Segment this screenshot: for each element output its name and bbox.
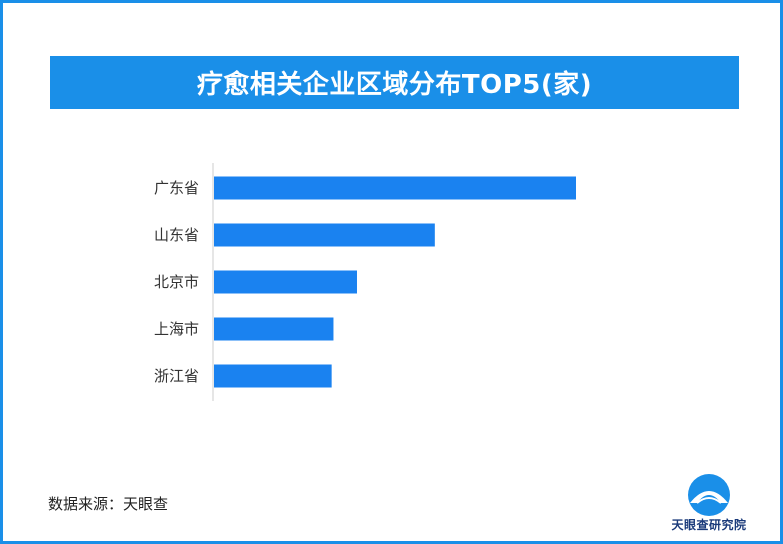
category-label-2: 北京市: [154, 273, 199, 291]
bar-0: [214, 176, 576, 200]
title-banner: 疗愈相关企业区域分布TOP5(家): [50, 56, 739, 109]
category-label-4: 浙江省: [154, 367, 199, 385]
chart-title: 疗愈相关企业区域分布TOP5(家): [196, 70, 593, 100]
bar-1: [214, 223, 435, 247]
bar-2: [214, 270, 357, 294]
category-label-1: 山东省: [154, 226, 199, 244]
category-label-0: 广东省: [154, 179, 199, 197]
data-source: 数据来源：天眼查: [48, 495, 169, 513]
category-label-3: 上海市: [154, 320, 199, 338]
logo-text: 天眼查研究院: [671, 518, 747, 532]
bar-3: [214, 317, 334, 341]
bar-4: [214, 364, 332, 388]
tianyancha-logo: 天眼查研究院: [659, 473, 759, 535]
tianyancha-logo-icon: [688, 474, 730, 516]
